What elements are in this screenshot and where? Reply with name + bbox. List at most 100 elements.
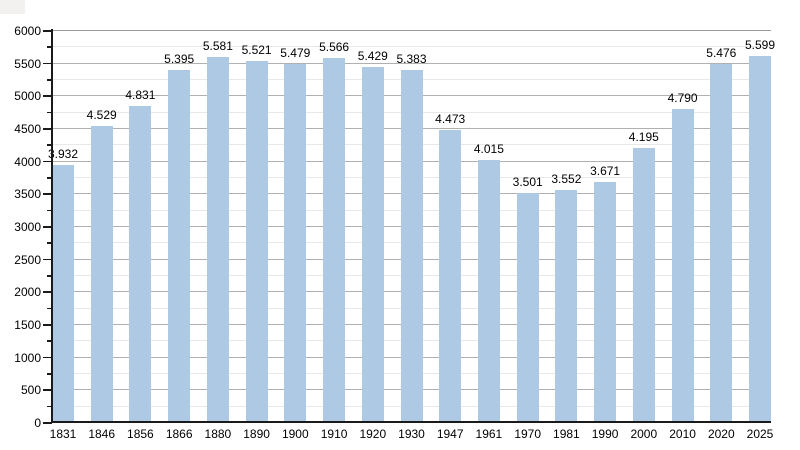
x-axis-tick-label: 1846 [88, 427, 116, 441]
bar-1866 [168, 69, 191, 422]
bar-value-label: 5.479 [280, 46, 311, 60]
bar-1856 [129, 106, 152, 422]
bar-value-label: 5.599 [744, 38, 776, 53]
y-axis-tick-label: 500 [20, 383, 41, 398]
y-axis-line [51, 29, 53, 422]
bar-2000 [632, 147, 655, 422]
y-tick-minor [47, 242, 52, 244]
bar-1930 [400, 70, 423, 422]
y-tick-minor [47, 79, 52, 81]
y-tick-major [43, 193, 52, 195]
x-axis-tick-label: 1947 [436, 427, 464, 441]
y-tick-major [43, 422, 52, 424]
y-tick-major [43, 389, 52, 391]
bar-value-label: 3.932 [47, 147, 79, 162]
corner-artifact [0, 0, 25, 14]
y-axis-tick-label: 3500 [14, 187, 41, 202]
y-tick-minor [47, 177, 52, 179]
bar-1970 [516, 193, 539, 422]
y-axis-tick-label: 1500 [14, 318, 41, 332]
bar-value-label: 5.566 [319, 40, 350, 55]
y-tick-major [43, 128, 52, 130]
y-axis-tick-label: 5000 [14, 89, 41, 104]
y-axis-tick-label: 2500 [14, 252, 41, 267]
y-tick-major [43, 62, 52, 65]
x-axis-tick-label: 2020 [707, 427, 735, 441]
bar-1990 [594, 182, 617, 422]
x-axis-tick-label: 2025 [746, 427, 774, 441]
bar-value-label: 5.476 [706, 46, 737, 61]
bar-1947 [439, 129, 462, 422]
bar-value-label: 5.395 [164, 51, 195, 66]
bar-value-label: 4.195 [628, 129, 659, 144]
y-axis-tick-label: 1000 [14, 350, 41, 365]
bar-value-label: 4.015 [473, 141, 504, 156]
y-tick-major [43, 160, 52, 163]
x-axis-tick-label: 1990 [591, 427, 619, 441]
bar-2020 [710, 64, 733, 422]
y-axis-tick-label: 0 [34, 416, 41, 430]
y-tick-major [43, 324, 52, 326]
bar-1910 [323, 58, 346, 422]
bar-2025 [749, 56, 771, 422]
bar-1880 [206, 57, 229, 422]
bar-value-label: 5.383 [396, 52, 427, 67]
y-tick-major [43, 356, 52, 359]
x-axis-tick-label: 1831 [49, 427, 77, 441]
plot-area: 3.932 4.529 4.831 5.395 5.581 5.521 5.479 5.566… [48, 30, 775, 422]
x-axis-tick-label: 1900 [281, 427, 309, 441]
bar-value-label: 5.581 [202, 39, 233, 54]
y-axis-tick-label: 6000 [14, 24, 41, 38]
bar-value-label: 3.501 [512, 175, 543, 190]
bar-value-label: 5.429 [357, 49, 388, 64]
y-tick-minor [47, 405, 52, 408]
y-tick-major [43, 95, 52, 97]
y-axis-tick-label: 3000 [14, 220, 41, 234]
x-axis-tick-label: 1880 [204, 427, 232, 441]
y-tick-minor [47, 111, 52, 114]
y-tick-minor [47, 209, 52, 212]
x-axis-tick-label: 2010 [669, 427, 696, 441]
x-axis-tick-label: 1920 [359, 427, 387, 441]
x-axis-tick-label: 1961 [475, 427, 503, 441]
x-axis-tick-label: 1930 [398, 427, 425, 441]
bar-1920 [361, 67, 384, 422]
bar-value-label: 4.529 [86, 108, 117, 123]
bar-value-label: 4.831 [125, 88, 156, 103]
y-tick-major [43, 291, 52, 293]
y-tick-minor [47, 144, 52, 146]
x-axis-tick-label: 1910 [320, 427, 348, 441]
gridline-major [52, 62, 771, 64]
y-tick-minor [47, 340, 52, 342]
x-axis-tick-label: 1856 [127, 427, 154, 441]
x-axis-tick-label: 1981 [553, 427, 580, 441]
bar-1890 [245, 61, 268, 422]
bar-1961 [477, 159, 500, 422]
bar-value-label: 3.552 [551, 171, 582, 186]
x-axis-line [51, 421, 771, 423]
x-axis-tick-label: 1866 [165, 427, 193, 441]
gridline-minor [52, 46, 771, 48]
y-axis-tick-label: 4000 [14, 154, 41, 169]
y-tick-minor [47, 373, 52, 375]
bar-1846 [90, 126, 113, 422]
bar-value-label: 4.473 [435, 111, 466, 126]
y-tick-major [43, 226, 52, 228]
bar-1900 [284, 64, 307, 422]
bar-value-label: 3.671 [590, 164, 621, 179]
x-axis-tick-label: 1890 [243, 427, 270, 441]
y-axis-tick-label: 4500 [14, 122, 41, 136]
bar-value-label: 4.790 [667, 91, 698, 106]
bar-2010 [671, 109, 694, 422]
bar-1831 [52, 165, 74, 422]
y-tick-minor [47, 275, 52, 277]
bar-value-label: 5.521 [241, 43, 272, 58]
y-tick-minor [47, 307, 52, 310]
x-axis-tick-label: 1970 [514, 427, 542, 441]
y-tick-minor [47, 46, 52, 48]
x-axis-tick-label: 2000 [630, 427, 658, 441]
y-axis-tick-label: 2000 [14, 285, 41, 300]
y-axis-tick-label: 5500 [14, 56, 41, 71]
gridline-major [52, 30, 771, 31]
